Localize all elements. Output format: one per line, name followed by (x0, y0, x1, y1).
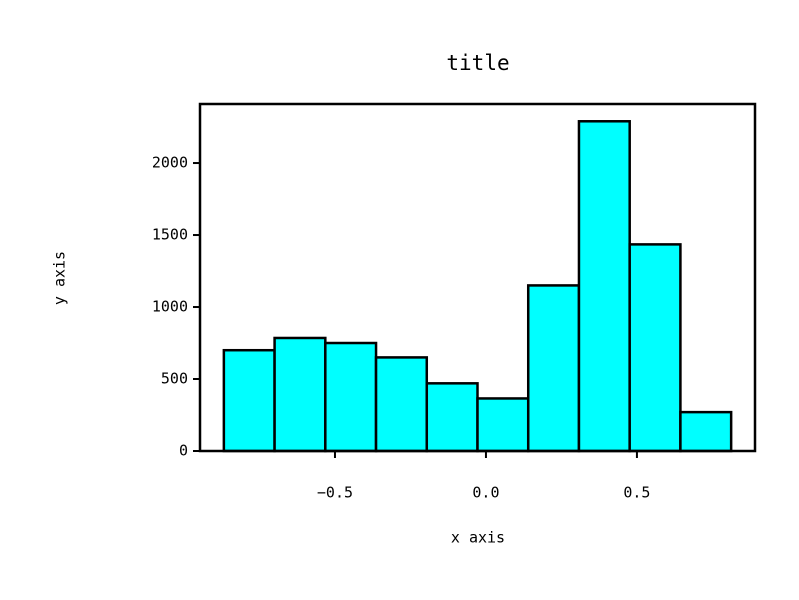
y-axis-label: y axis (51, 251, 69, 305)
bar (577, 120, 631, 453)
y-tick-label: 0 (179, 442, 188, 460)
bar (425, 382, 479, 453)
bar (476, 397, 530, 453)
y-tick-label: 2000 (152, 154, 188, 172)
bar (526, 284, 581, 453)
bar (628, 243, 682, 453)
bar (374, 356, 429, 453)
y-tick-label: 500 (161, 370, 188, 388)
x-tick-label: 0.0 (472, 484, 499, 502)
y-tick-label: 1500 (152, 226, 188, 244)
x-axis-label: x axis (451, 529, 505, 547)
y-tick-label: 1000 (152, 298, 188, 316)
plot-frame (198, 102, 757, 453)
bar (222, 348, 276, 453)
chart-title: title (446, 51, 509, 75)
bar (273, 336, 327, 453)
bar (679, 410, 733, 453)
x-tick-label: 0.5 (623, 484, 650, 502)
bar (324, 341, 378, 453)
x-tick-label: −0.5 (317, 484, 353, 502)
